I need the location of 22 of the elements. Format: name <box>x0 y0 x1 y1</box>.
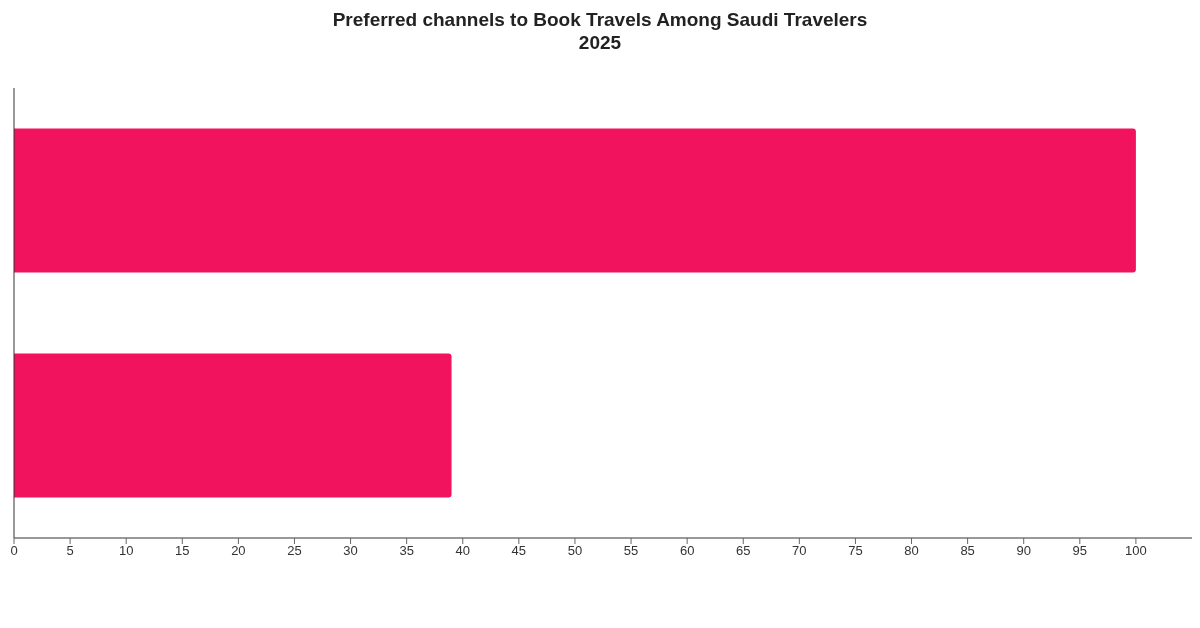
x-tick-label: 40 <box>455 543 470 559</box>
x-tick-label: 95 <box>1072 543 1088 559</box>
x-tick-label: 45 <box>511 543 527 559</box>
x-tick-label: 50 <box>567 543 583 559</box>
x-tick-label: 35 <box>399 543 414 559</box>
x-tick-label: 100 <box>1125 543 1147 559</box>
x-tick-label: 5 <box>66 543 74 559</box>
x-tick-label: 85 <box>960 543 975 559</box>
x-tick-label: 55 <box>623 543 639 559</box>
x-tick-label: 80 <box>904 543 919 559</box>
x-tick-label: 15 <box>175 543 190 559</box>
x-tick-label: 75 <box>848 543 863 559</box>
x-tick-label: 20 <box>231 543 246 559</box>
x-tick-label: 60 <box>679 543 695 559</box>
x-tick-label: 0 <box>10 543 18 559</box>
x-tick-label: 70 <box>792 543 807 559</box>
x-tick-label: 25 <box>287 543 302 559</box>
x-tick-label: 30 <box>343 543 358 559</box>
chart-title: Preferred channels to Book Travels Among Saudi Travelers 2025 <box>331 8 869 54</box>
x-tick-label: 90 <box>1016 543 1031 559</box>
x-tick-label: 65 <box>736 543 751 559</box>
x-tick-label: 10 <box>118 543 134 559</box>
